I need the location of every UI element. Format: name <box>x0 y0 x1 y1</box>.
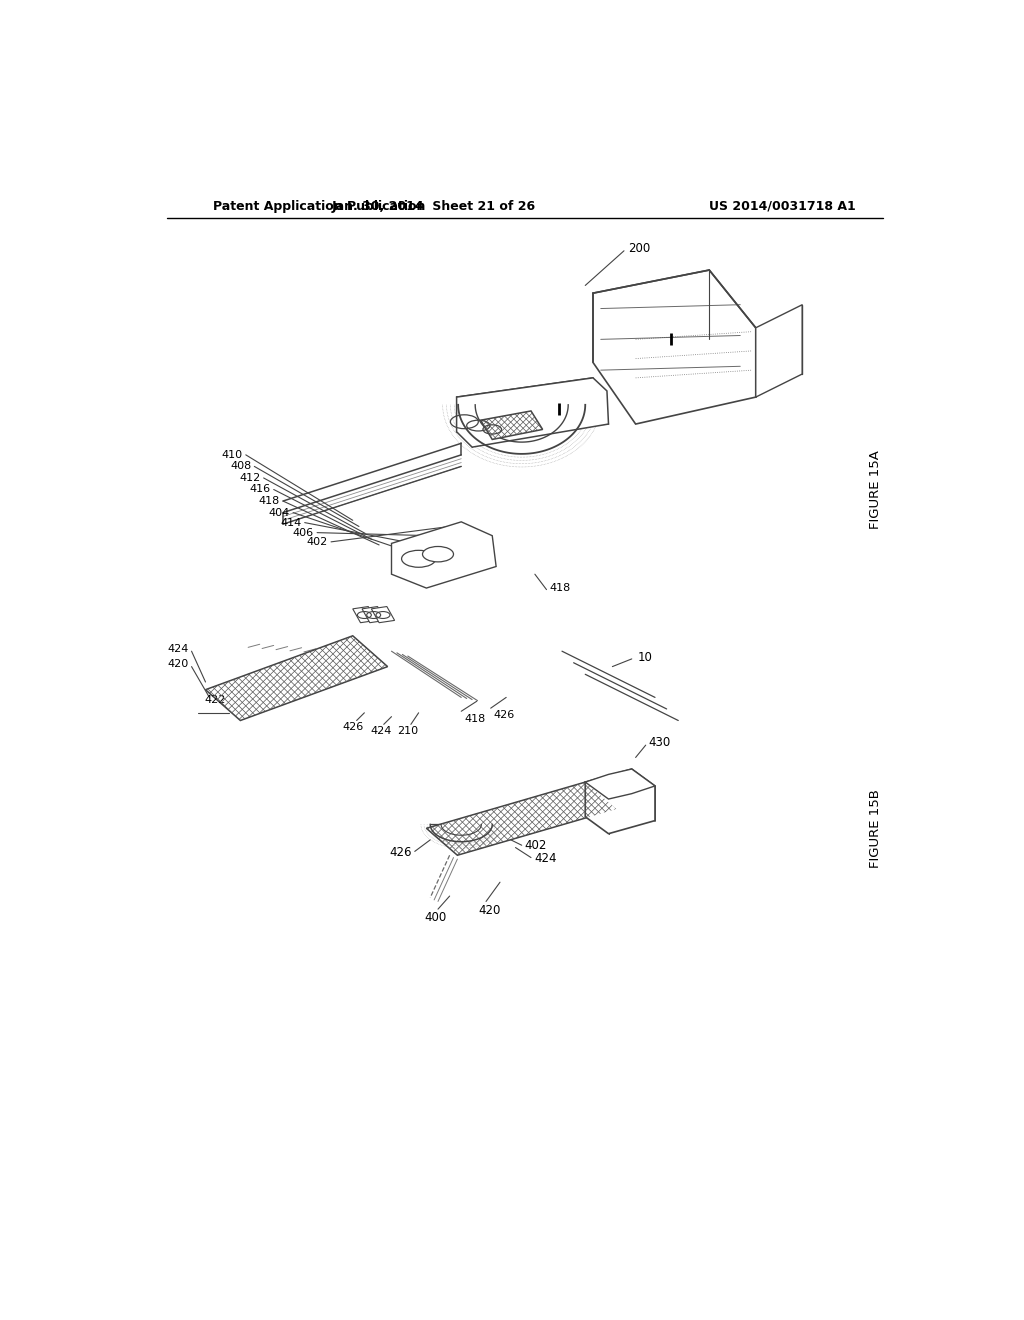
Text: 402: 402 <box>307 537 328 546</box>
Polygon shape <box>206 636 388 721</box>
Text: 408: 408 <box>230 462 251 471</box>
Polygon shape <box>362 607 385 623</box>
Polygon shape <box>586 770 655 834</box>
Text: 406: 406 <box>293 528 314 537</box>
Text: 402: 402 <box>524 838 547 851</box>
Polygon shape <box>206 636 388 721</box>
Text: 210: 210 <box>397 726 419 735</box>
Text: 410: 410 <box>221 450 243 459</box>
Text: 424: 424 <box>535 851 557 865</box>
Polygon shape <box>372 607 394 623</box>
Text: 418: 418 <box>550 583 570 593</box>
Ellipse shape <box>423 546 454 562</box>
Text: Patent Application Publication: Patent Application Publication <box>213 199 426 213</box>
Polygon shape <box>593 271 756 424</box>
Text: 426: 426 <box>494 710 515 721</box>
Text: 404: 404 <box>268 508 290 517</box>
Text: 420: 420 <box>167 659 188 669</box>
Polygon shape <box>352 607 376 623</box>
Polygon shape <box>586 770 655 799</box>
Polygon shape <box>426 781 616 855</box>
Ellipse shape <box>401 550 435 568</box>
Text: 416: 416 <box>250 484 270 495</box>
Text: FIGURE 15B: FIGURE 15B <box>869 789 883 867</box>
Text: 430: 430 <box>649 737 671 750</box>
Text: 424: 424 <box>370 726 391 735</box>
Polygon shape <box>756 305 802 397</box>
Polygon shape <box>391 521 496 589</box>
Text: 10: 10 <box>637 651 652 664</box>
Text: 412: 412 <box>240 473 260 483</box>
Text: 426: 426 <box>343 722 365 733</box>
Text: 420: 420 <box>478 904 501 917</box>
Polygon shape <box>480 411 543 440</box>
Text: 418: 418 <box>464 714 485 723</box>
Polygon shape <box>480 411 543 440</box>
Polygon shape <box>480 411 543 440</box>
Polygon shape <box>426 781 616 855</box>
Text: 426: 426 <box>389 846 412 859</box>
Text: Jan. 30, 2014  Sheet 21 of 26: Jan. 30, 2014 Sheet 21 of 26 <box>332 199 537 213</box>
Text: 400: 400 <box>425 911 446 924</box>
Polygon shape <box>426 781 616 855</box>
Text: 414: 414 <box>281 517 302 528</box>
Text: US 2014/0031718 A1: US 2014/0031718 A1 <box>710 199 856 213</box>
Text: 422: 422 <box>204 694 225 705</box>
Polygon shape <box>457 378 608 447</box>
Polygon shape <box>206 636 388 721</box>
Text: 424: 424 <box>167 644 188 653</box>
Text: 200: 200 <box>628 242 650 255</box>
Text: FIGURE 15A: FIGURE 15A <box>869 450 883 529</box>
Text: 418: 418 <box>259 496 280 506</box>
